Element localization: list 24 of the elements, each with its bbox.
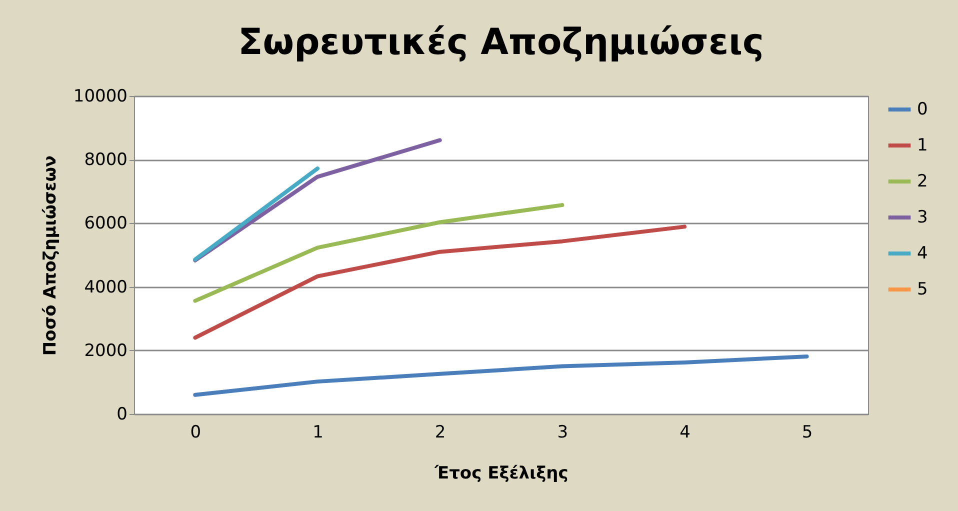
y-tick-label: 6000 — [84, 214, 128, 234]
legend-label: 4 — [917, 244, 928, 264]
x-tick-label: 5 — [802, 422, 813, 442]
line-series — [193, 224, 686, 340]
x-axis-title: Έτος Εξέλιξης — [434, 464, 568, 484]
x-tick-label: 3 — [557, 422, 568, 442]
legend-label: 5 — [917, 280, 928, 300]
legend-label: 1 — [917, 136, 928, 156]
legend-label: 0 — [917, 100, 928, 120]
legend-label: 3 — [917, 208, 928, 228]
chart-title: Σωρευτικές Αποζημιώσεις — [238, 22, 764, 63]
x-tick-label: 4 — [680, 422, 690, 442]
x-tick-label: 2 — [434, 422, 446, 442]
line-series — [193, 354, 809, 397]
y-tick-label: 0 — [116, 404, 128, 424]
x-tick-label: 1 — [312, 422, 324, 442]
y-tick-label: 8000 — [84, 150, 128, 170]
y-axis-title: Ποσό Αποζημιώσεων — [40, 155, 60, 356]
line-series — [193, 203, 564, 303]
y-tick-label: 10000 — [73, 86, 128, 106]
legend-label: 2 — [917, 172, 928, 192]
x-tick-label: 0 — [190, 422, 202, 442]
y-tick-label: 4000 — [84, 277, 128, 298]
y-tick-label: 2000 — [84, 340, 128, 361]
